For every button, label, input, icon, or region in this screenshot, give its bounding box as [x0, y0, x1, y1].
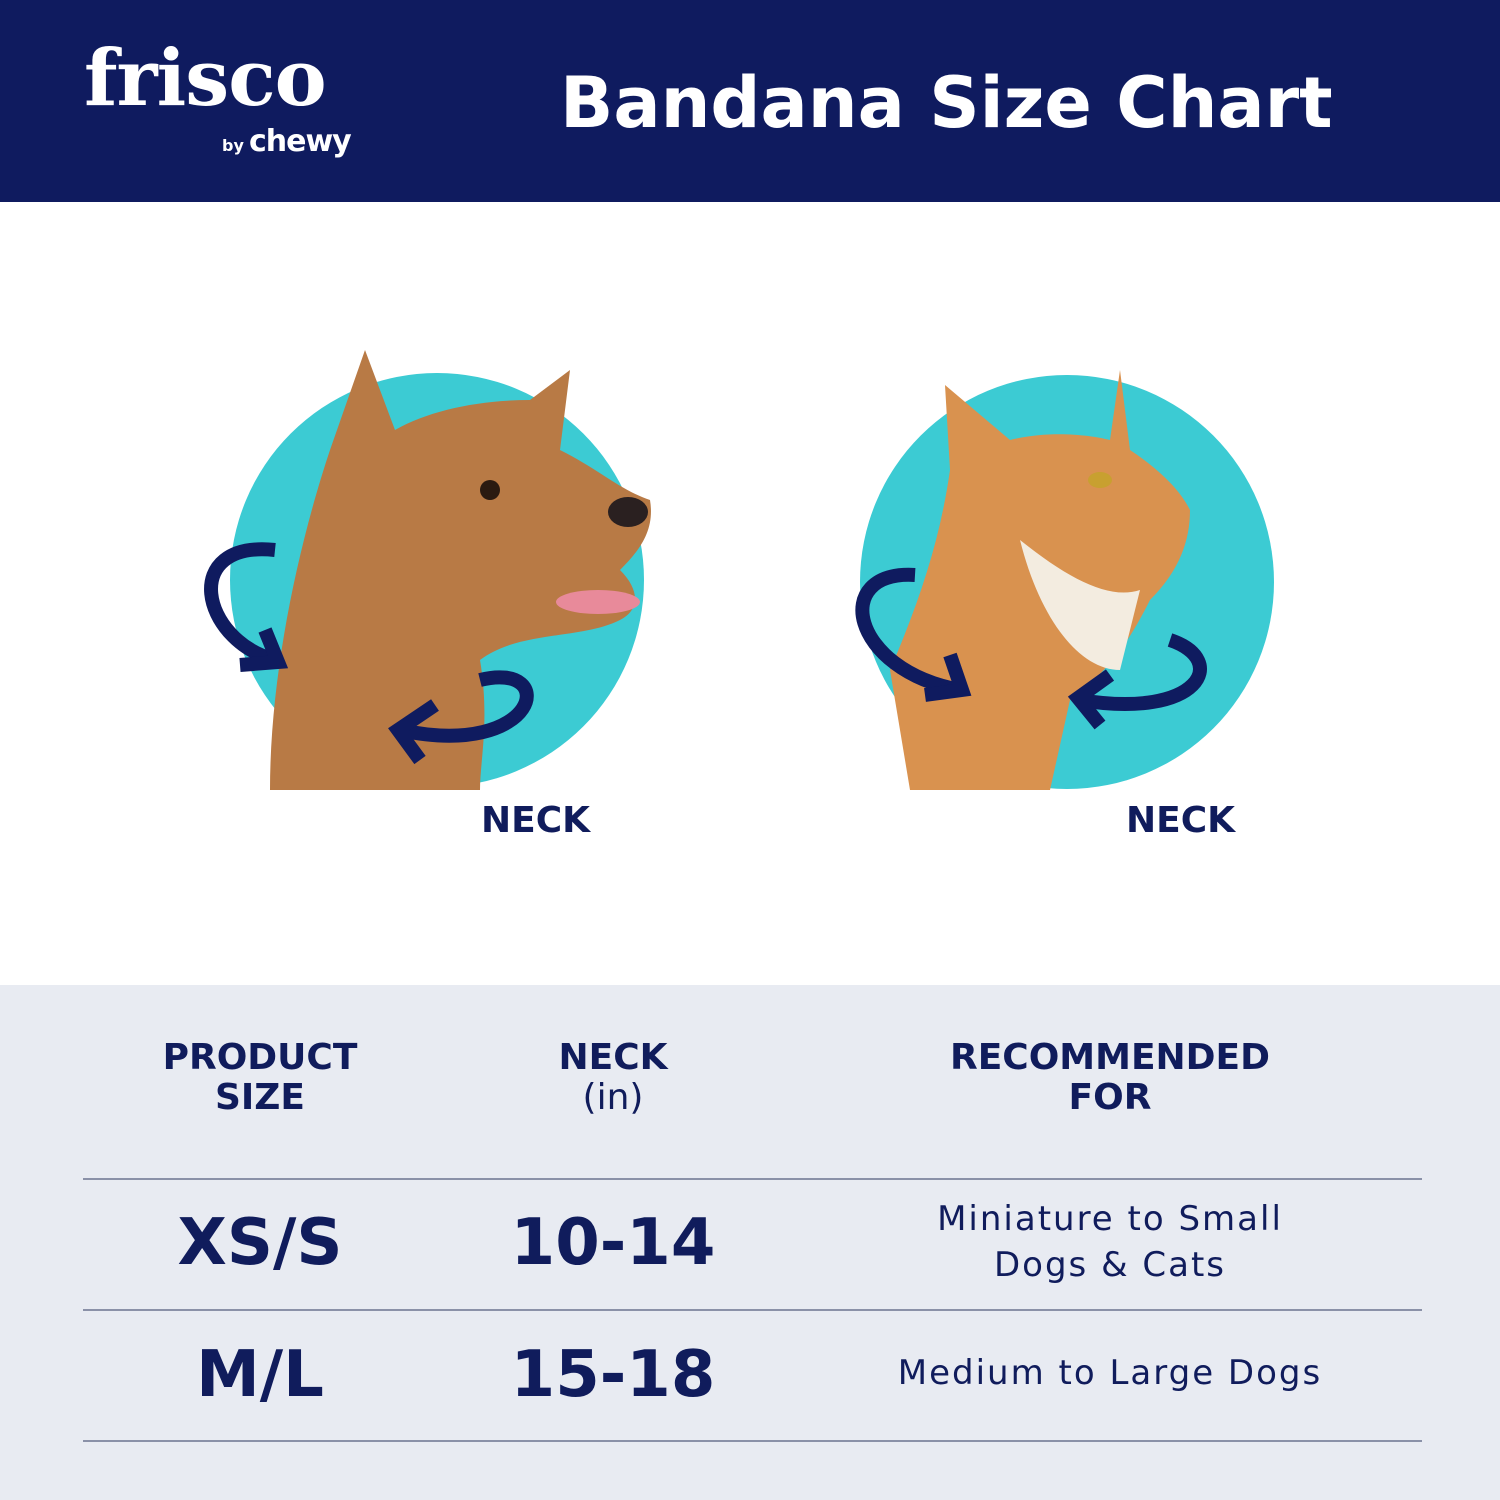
row-recommended: Medium to Large Dogs [860, 1350, 1360, 1396]
header-line: PRODUCT [162, 1037, 358, 1078]
divider [83, 1178, 1422, 1180]
arrow-icon [855, 567, 962, 697]
arrow-icon [398, 670, 534, 743]
cat-neck-illustration [810, 340, 1330, 810]
header-line: RECOMMENDED [949, 1037, 1271, 1078]
recommended-line: Medium to Large Dogs [897, 1353, 1323, 1393]
header-recommended: RECOMMENDED FOR [860, 1038, 1360, 1118]
logo-byline: by chewy [222, 124, 352, 159]
row-neck: 15-18 [510, 1338, 716, 1412]
dog-neck-illustration [180, 340, 700, 810]
logo-by: by [222, 136, 244, 155]
header-line: FOR [1068, 1077, 1152, 1118]
row-size: XS/S [177, 1206, 343, 1280]
header-banner: frisco by chewy Bandana Size Chart [0, 0, 1500, 202]
cat-neck-label: NECK [1126, 800, 1236, 841]
dog-icon [270, 350, 651, 790]
arrow-icon [204, 542, 278, 667]
recommended-line: Dogs & Cats [993, 1245, 1227, 1285]
arrow-icon [1078, 633, 1207, 711]
header-line: SIZE [214, 1077, 306, 1118]
divider [83, 1309, 1422, 1311]
size-table [0, 985, 1500, 1500]
row-neck: 10-14 [510, 1206, 716, 1280]
row-size: M/L [196, 1338, 324, 1412]
dog-neck-label: NECK [481, 800, 591, 841]
recommended-line: Miniature to Small [937, 1199, 1283, 1239]
frisco-logo: frisco by chewy [84, 33, 352, 160]
header-product-size: PRODUCT SIZE [110, 1038, 410, 1118]
header-neck: NECK (in) [463, 1038, 763, 1118]
divider [83, 1440, 1422, 1442]
header-line: (in) [582, 1077, 644, 1118]
logo-wordmark: frisco [84, 33, 327, 124]
page-title: Bandana Size Chart [560, 62, 1333, 144]
header-line: NECK [558, 1037, 668, 1078]
logo-chewy: chewy [248, 124, 352, 159]
row-recommended: Miniature to Small Dogs & Cats [860, 1196, 1360, 1288]
